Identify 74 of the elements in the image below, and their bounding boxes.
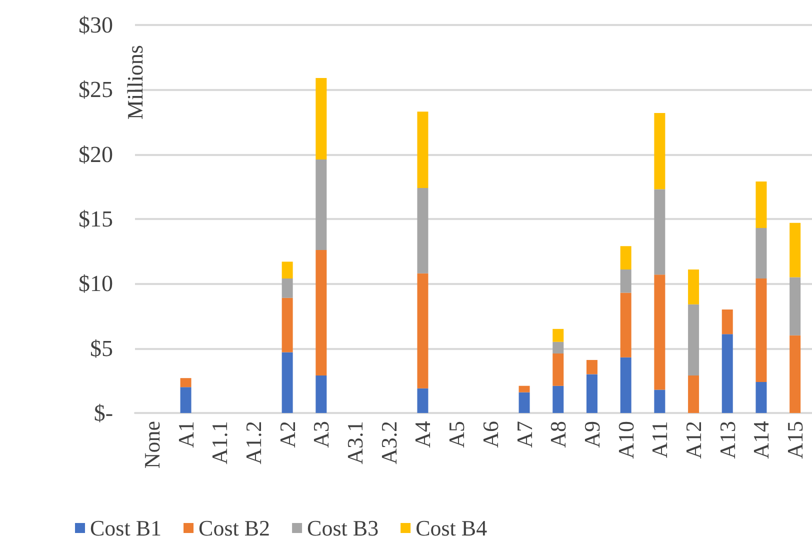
x-tick-label: A8 xyxy=(546,421,571,448)
x-tick-label: A6 xyxy=(478,421,503,448)
bar xyxy=(790,335,801,413)
bar xyxy=(316,78,327,160)
bar xyxy=(620,292,632,358)
bar xyxy=(417,388,428,413)
bar xyxy=(790,277,801,336)
x-tick-label: A5 xyxy=(444,421,470,448)
bar xyxy=(654,189,666,275)
x-tick-label: A1 xyxy=(173,421,198,448)
x-tick-label: A12 xyxy=(681,421,706,459)
y-tick-label: $- xyxy=(94,400,113,426)
bar xyxy=(316,160,327,250)
bar xyxy=(654,390,666,413)
y-tick-label: $30 xyxy=(78,12,113,38)
y-tick-label: $5 xyxy=(90,336,113,361)
bar xyxy=(654,112,666,190)
y-tick-label: $20 xyxy=(78,142,113,167)
legend-label: Cost B3 xyxy=(307,516,379,540)
x-tick-label: A3.1 xyxy=(342,421,368,464)
bar xyxy=(417,273,428,388)
x-tick-label: A15 xyxy=(782,421,808,459)
bar xyxy=(282,278,293,298)
x-tick-label: A3 xyxy=(308,421,334,448)
bar xyxy=(586,374,598,413)
bar xyxy=(688,269,700,304)
x-tick-label: A4 xyxy=(410,421,436,448)
bar xyxy=(552,328,564,342)
x-tick-label: None xyxy=(139,421,164,469)
y-axis-title: Millions xyxy=(122,45,148,120)
x-tick-label: A14 xyxy=(748,421,774,459)
x-tick-label: A10 xyxy=(613,421,638,459)
bar xyxy=(722,310,733,334)
bar xyxy=(756,228,767,278)
bar xyxy=(282,298,293,352)
x-tick-label: A1.2 xyxy=(240,421,266,464)
bar xyxy=(722,334,733,413)
bar xyxy=(756,382,767,413)
bar xyxy=(417,188,428,274)
bar xyxy=(180,378,192,388)
x-tick-label: A2 xyxy=(274,421,300,448)
bar xyxy=(417,112,428,188)
bar xyxy=(518,392,530,413)
y-tick-label: $25 xyxy=(78,77,113,102)
bar xyxy=(756,181,767,228)
bar xyxy=(654,274,666,390)
x-tick-label: A1.1 xyxy=(207,421,232,464)
legend-label: Cost B4 xyxy=(416,516,488,540)
bar xyxy=(316,250,327,376)
bar xyxy=(282,352,293,413)
bar xyxy=(552,354,564,386)
bar xyxy=(518,386,530,392)
bar xyxy=(688,304,700,376)
x-tick-label: A11 xyxy=(647,421,672,458)
x-tick-label: A3.2 xyxy=(376,421,402,464)
bar xyxy=(552,342,564,354)
bar xyxy=(552,386,564,413)
bar xyxy=(180,387,192,413)
legend-label: Cost B2 xyxy=(198,516,270,540)
bar xyxy=(586,360,598,374)
y-tick-label: $10 xyxy=(78,271,113,296)
bar xyxy=(620,269,632,293)
bar xyxy=(620,357,632,413)
y-tick-label: $15 xyxy=(78,206,113,232)
legend-label: Cost B1 xyxy=(90,516,162,540)
x-tick-label: A7 xyxy=(512,421,537,448)
x-tick-label: A13 xyxy=(714,421,740,459)
bar xyxy=(620,246,632,270)
bar xyxy=(688,375,700,413)
bar xyxy=(282,262,293,278)
bar xyxy=(756,278,767,382)
bar xyxy=(316,375,327,413)
bar xyxy=(790,222,801,278)
x-tick-label: A9 xyxy=(579,421,604,448)
